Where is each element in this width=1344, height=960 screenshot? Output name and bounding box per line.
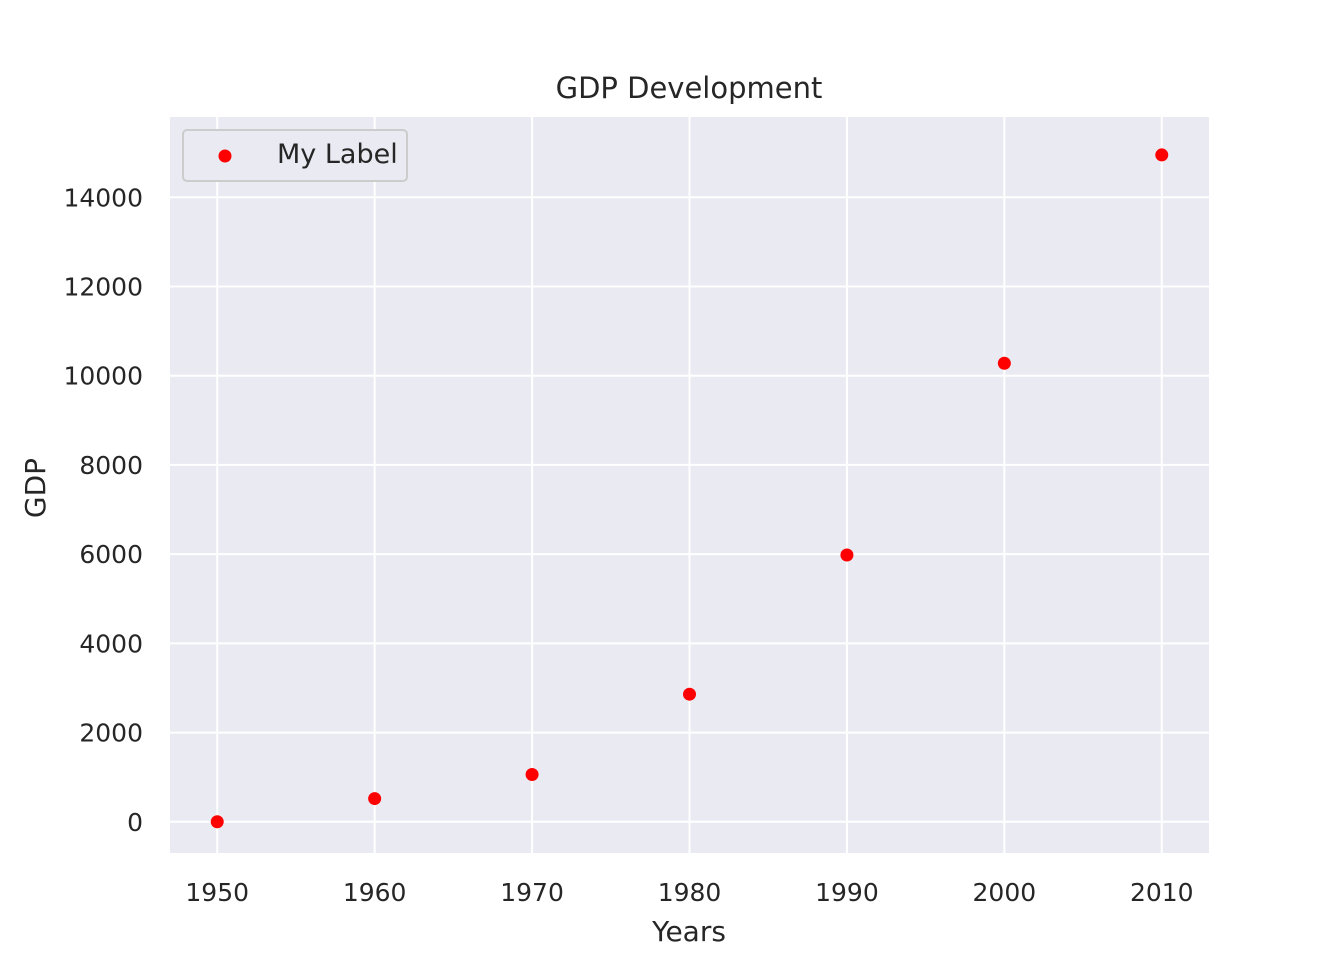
- data-point: [840, 548, 854, 562]
- y-tick-label: 6000: [79, 540, 143, 569]
- x-tick-label: 1970: [500, 878, 564, 907]
- tick-labels: 1950 1960 1970 1980 1990 2000 2010 0 2000 4000 600…: [63, 183, 1193, 907]
- grid-lines: [170, 117, 1209, 853]
- y-tick-label: 8000: [79, 451, 143, 480]
- x-tick-label: 2010: [1130, 878, 1194, 907]
- x-tick-label: 1980: [658, 878, 722, 907]
- data-point: [525, 767, 539, 781]
- legend-box: [182, 129, 408, 182]
- y-tick-label: 0: [127, 808, 143, 837]
- y-tick-label: 4000: [79, 629, 143, 658]
- x-tick-label: 1990: [815, 878, 879, 907]
- legend-label: My Label: [277, 139, 398, 170]
- y-tick-label: 10000: [63, 362, 143, 391]
- x-axis-label: Years: [651, 915, 726, 948]
- x-tick-label: 2000: [973, 878, 1037, 907]
- data-point: [997, 356, 1011, 370]
- y-tick-label: 14000: [63, 183, 143, 212]
- x-tick-label: 1950: [185, 878, 249, 907]
- chart-title: GDP Development: [556, 71, 823, 105]
- data-point: [368, 792, 382, 806]
- legend-marker: [218, 149, 232, 163]
- data-point: [1155, 148, 1169, 162]
- y-axis-label: GDP: [19, 458, 52, 518]
- data-point: [210, 815, 224, 829]
- data-points: [210, 148, 1169, 829]
- y-tick-label: 12000: [63, 273, 143, 302]
- x-tick-label: 1960: [343, 878, 407, 907]
- data-point: [683, 687, 696, 701]
- legend: My Label: [182, 129, 408, 182]
- y-tick-label: 2000: [79, 719, 143, 748]
